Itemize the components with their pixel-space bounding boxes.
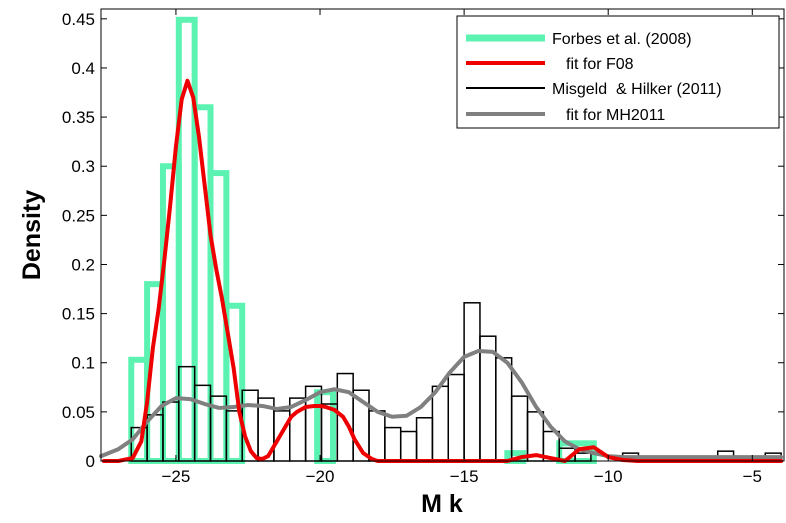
y-tick-label: 0.15 (62, 305, 95, 324)
y-tick-label: 0.3 (71, 157, 95, 176)
x-tick-label: −25 (162, 467, 191, 486)
legend-label-mh2011: Misgeld & Hilker (2011) (552, 81, 722, 98)
x-axis-label: M k (421, 490, 463, 518)
x-tick-label: −15 (450, 467, 479, 486)
axes: −25 −20 −15 −10 −5 0 0.05 0.1 0.15 0.2 0.25 0.3 0.35… (62, 9, 784, 486)
x-tick-label: −10 (594, 467, 623, 486)
legend-label-f08: Forbes et al. (2008) (552, 31, 692, 48)
y-tick-label: 0.2 (71, 255, 95, 274)
x-tick-label: −5 (743, 467, 762, 486)
y-tick-label: 0.25 (62, 206, 95, 225)
x-tick-label: −20 (306, 467, 335, 486)
legend: Forbes et al. (2008) fit for F08 Misgeld… (456, 15, 780, 129)
f08-fit-line (101, 78, 784, 463)
y-tick-label: 0.05 (62, 403, 95, 422)
y-tick-label: 0.35 (62, 108, 95, 127)
y-tick-label: 0 (86, 452, 95, 471)
legend-label-f08-fit: fit for F08 (566, 56, 634, 73)
y-tick-label: 0.1 (71, 354, 95, 373)
y-axis-label: Density (18, 190, 46, 280)
y-tick-label: 0.4 (71, 59, 95, 78)
y-tick-label: 0.45 (62, 10, 95, 29)
plot-area-frame (100, 8, 785, 462)
legend-label-mh2011-fit: fit for MH2011 (566, 107, 665, 124)
